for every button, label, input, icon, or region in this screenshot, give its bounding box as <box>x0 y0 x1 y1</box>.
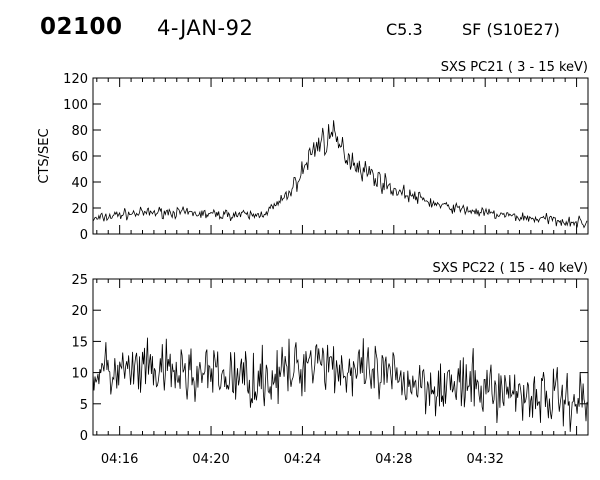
panel1-y-tick-label: 0 <box>80 228 88 243</box>
panel2-y-tick-label: 5 <box>80 398 88 413</box>
panel2-y-tick-label: 0 <box>80 429 88 444</box>
flare-location: SF (S10E27) <box>462 20 560 39</box>
panel1-y-tick-label: 120 <box>63 72 88 87</box>
panel2-plot-frame <box>92 278 589 436</box>
panel2-x-tick-label: 04:20 <box>192 452 229 467</box>
panel1-y-axis-title: CTS/SEC <box>37 128 52 183</box>
panel2-series-line-1 <box>92 337 588 432</box>
panel2-x-tick-label: 04:16 <box>101 452 138 467</box>
event-date: 4-JAN-92 <box>157 16 254 40</box>
panel2-y-tick-label: 25 <box>71 273 88 288</box>
flare-class: C5.3 <box>386 20 423 39</box>
panel2-y-tick-label: 15 <box>71 335 88 350</box>
panel1-channel-label: SXS PC21 ( 3 - 15 keV) <box>441 60 588 75</box>
panel1-y-tick-label: 20 <box>71 202 88 217</box>
panel1-y-tick-label: 40 <box>71 176 88 191</box>
panel2-x-tick-label: 04:28 <box>375 452 412 467</box>
panel1-y-tick-label: 60 <box>71 150 88 165</box>
panel1-series-line-1 <box>92 120 588 229</box>
panel2-channel-label: SXS PC22 ( 15 - 40 keV) <box>432 261 588 276</box>
panel2-x-tick-label: 04:24 <box>284 452 321 467</box>
panel1-y-tick-label: 100 <box>63 98 88 113</box>
panel2-x-tick-label: 04:32 <box>466 452 503 467</box>
event-id: 02100 <box>40 14 123 40</box>
panel1-y-tick-label: 80 <box>71 124 88 139</box>
panel2-y-tick-label: 20 <box>71 304 88 319</box>
panel2-y-tick-label: 10 <box>71 367 88 382</box>
